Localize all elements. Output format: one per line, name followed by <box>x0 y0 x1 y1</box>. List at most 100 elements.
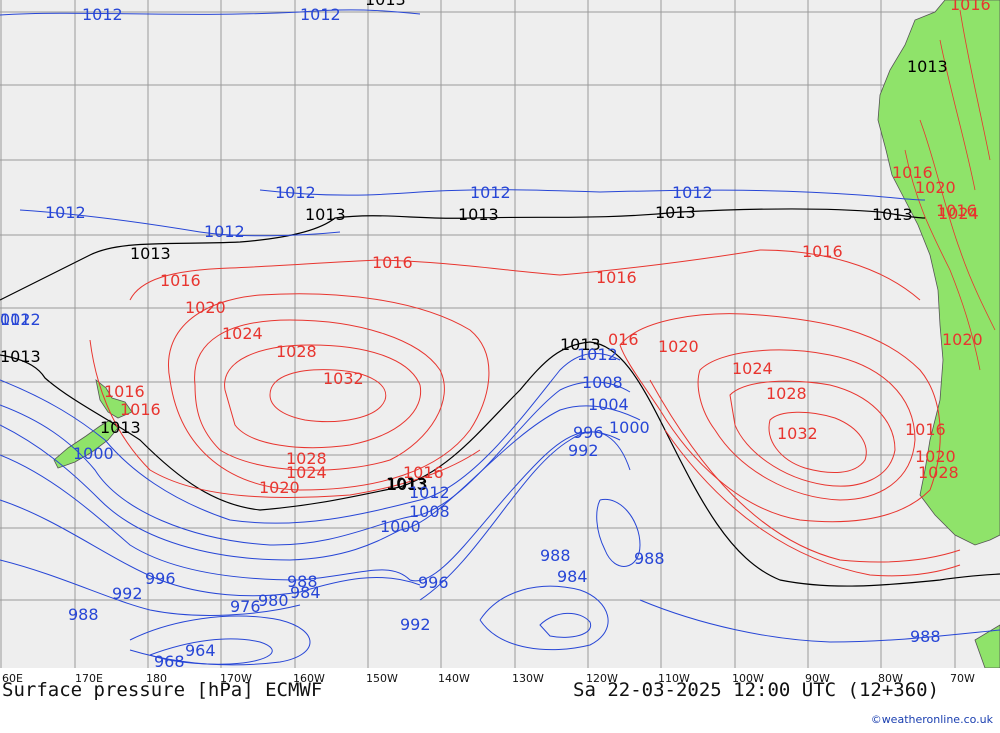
isobar-label: 988 <box>910 627 941 646</box>
longitude-label: 150W <box>366 672 398 685</box>
isobar-label: 1024 <box>222 324 263 343</box>
isobar-label: 1012 <box>275 183 316 202</box>
isobar-label: 016 <box>608 330 639 349</box>
relief-lines <box>904 9 996 371</box>
isobar-label: 1013 <box>458 205 499 224</box>
isobar-label: 1012 <box>204 222 245 241</box>
isobar-label: 1020 <box>185 298 226 317</box>
isobar-label: 992 <box>400 615 431 634</box>
isobar-label: 1024 <box>938 204 979 223</box>
longitude-label: 170E <box>75 672 103 685</box>
longitude-label: 120W <box>586 672 618 685</box>
isobar-label: 1028 <box>276 342 317 361</box>
longitude-label: 130W <box>512 672 544 685</box>
south-america <box>877 0 1000 546</box>
isobar-label: 988 <box>634 549 665 568</box>
isobar-label: 984 <box>290 583 321 602</box>
isobar-label: 988 <box>287 572 318 591</box>
isobar-label: 1016 <box>403 463 444 482</box>
isobar-label: 1013 <box>305 205 346 224</box>
isobar-label: 1013 <box>386 474 427 493</box>
isobar-label: 1032 <box>777 424 818 443</box>
isobar-label: 1008 <box>582 373 623 392</box>
isobar-label: 1013 <box>872 205 913 224</box>
isobar-label: 1000 <box>609 418 650 437</box>
isobar-label: 996 <box>418 573 449 592</box>
isobar-label: 1008 <box>409 502 450 521</box>
longitude-label: 170W <box>220 672 252 685</box>
isobar-label: 1016 <box>950 0 991 14</box>
isobar-label: 1013 <box>387 475 428 494</box>
isobar-label: 996 <box>573 423 604 442</box>
isobar-label: 964 <box>185 641 216 660</box>
isobar-label: 1020 <box>915 447 956 466</box>
isobar-label: 992 <box>568 441 599 460</box>
isobars-high <box>89 249 961 577</box>
isobar-label: 968 <box>154 652 185 668</box>
isobar-label: 1016 <box>372 253 413 272</box>
isobar-label: 1012 <box>82 5 123 24</box>
isobar-label: 1024 <box>732 359 773 378</box>
isobar-label: 1020 <box>259 478 300 497</box>
longitude-label: 160W <box>293 672 325 685</box>
isobar-label: 1020 <box>658 337 699 356</box>
isobar-label: 1004 <box>588 395 629 414</box>
graticule <box>0 0 1000 668</box>
isobar-label: 976 <box>230 597 261 616</box>
isobar-label: 1016 <box>120 400 161 419</box>
pressure-map: 1012101210131016101210121012101310121013… <box>0 0 1000 668</box>
isobar-1013 <box>0 208 1000 587</box>
longitude-label: 70W <box>950 672 975 685</box>
isobar-label: 1013 <box>100 418 141 437</box>
isobar-label: 1028 <box>766 384 807 403</box>
isobar-label: 1016 <box>905 420 946 439</box>
isobar-label: 1013 <box>560 335 601 354</box>
isobar-labels: 1012101210131016101210121012101310121013… <box>0 0 991 668</box>
longitude-label: 100W <box>732 672 764 685</box>
land-masses <box>53 0 1000 668</box>
isobar-label: 1012 <box>300 5 341 24</box>
isobar-label: 1012 <box>470 183 511 202</box>
ocean-background <box>0 0 1000 668</box>
credit-link[interactable]: ©weatheronline.co.uk <box>870 713 993 726</box>
isobar-label: 980 <box>258 591 289 610</box>
isobar-label: 1016 <box>160 271 201 290</box>
map-title: Surface pressure [hPa] ECMWF <box>2 679 323 701</box>
valid-time: Sa 22-03-2025 12:00 UTC (12+360) <box>573 679 940 701</box>
south-georgia <box>974 624 1000 668</box>
longitude-label: 90W <box>805 672 830 685</box>
isobar-label: 1028 <box>918 463 959 482</box>
isobar-label: 1013 <box>130 244 171 263</box>
new-zealand-north <box>95 379 133 419</box>
isobar-label: 1016 <box>104 382 145 401</box>
isobar-label: 1013 <box>907 57 948 76</box>
isobar-label: 1016 <box>892 163 933 182</box>
longitude-label: 140W <box>438 672 470 685</box>
isobar-label: 1024 <box>286 463 327 482</box>
longitude-label: 80W <box>878 672 903 685</box>
isobar-label: 1013 <box>365 0 406 9</box>
isobar-label: 1012 <box>0 310 41 329</box>
isobar-label: 1012 <box>409 483 450 502</box>
isobar-label: 996 <box>145 569 176 588</box>
isobar-label: 1012 <box>672 183 713 202</box>
isobar-label: 1016 <box>596 268 637 287</box>
isobar-label: 988 <box>540 546 571 565</box>
isobar-label: 1016 <box>802 242 843 261</box>
isobar-label: 1013 <box>0 347 41 366</box>
new-zealand-south <box>53 419 119 469</box>
isobar-label: 1000 <box>380 517 421 536</box>
longitude-label: 60E <box>2 672 23 685</box>
isobar-label: 1012 <box>577 345 618 364</box>
isobar-label: 1020 <box>915 178 956 197</box>
longitude-label: 110W <box>658 672 690 685</box>
isobar-label: 1012 <box>45 203 86 222</box>
isobar-label: 992 <box>112 584 143 603</box>
isobar-label: 1028 <box>286 449 327 468</box>
isobars-low <box>0 9 1000 666</box>
isobar-label: 1000 <box>73 444 114 463</box>
isobar-label: 1013 <box>655 203 696 222</box>
isobar-label: 988 <box>68 605 99 624</box>
longitude-label: 180 <box>146 672 167 685</box>
isobar-label: 1032 <box>323 369 364 388</box>
